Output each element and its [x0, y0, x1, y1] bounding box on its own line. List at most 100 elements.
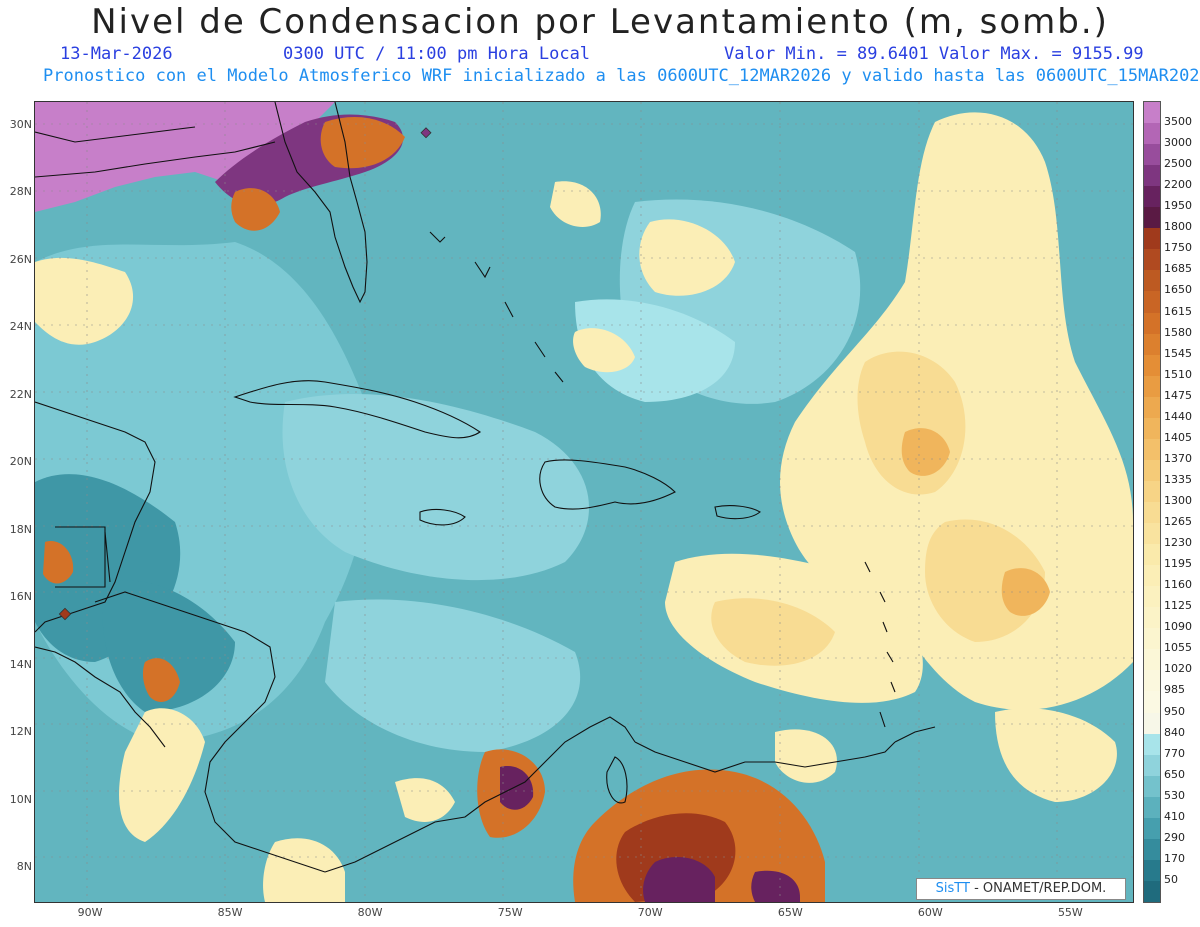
- colorbar-segment: [1144, 628, 1160, 650]
- colorbar-label: 1800: [1164, 220, 1192, 234]
- colorbar-segment: [1144, 291, 1160, 314]
- latitude-label: 30N: [9, 117, 32, 131]
- colorbar-segment: [1144, 796, 1160, 819]
- colorbar-label: 1475: [1164, 388, 1192, 402]
- colorbar-label: 1020: [1164, 662, 1192, 676]
- colorbar-segment: [1144, 880, 1160, 903]
- colorbar-segment: [1144, 186, 1160, 208]
- colorbar-segment: [1144, 312, 1160, 335]
- hot-spot-marker: [420, 127, 432, 139]
- latitude-label: 26N: [9, 252, 32, 266]
- longitude-label: 60W: [917, 906, 943, 919]
- map-title: Nivel de Condensacion por Levantamiento …: [91, 2, 1109, 42]
- colorbar-label: 1580: [1164, 325, 1192, 339]
- colorbar-segment: [1144, 733, 1160, 756]
- credit-text: - ONAMET/REP.DOM.: [974, 881, 1107, 896]
- colorbar-label: 3500: [1164, 115, 1192, 129]
- colorbar-segment: [1144, 502, 1160, 524]
- colorbar-segment: [1144, 354, 1160, 377]
- map-panel[interactable]: [34, 101, 1134, 903]
- subtitle-time: 0300 UTC / 11:00 pm Hora Local: [283, 44, 591, 64]
- colorbar-label: 1230: [1164, 536, 1192, 550]
- colorbar-segment: [1144, 144, 1160, 166]
- colorbar-label: 1615: [1164, 304, 1192, 318]
- colorbar-label: 770: [1164, 746, 1185, 760]
- colorbar-label: 1440: [1164, 409, 1192, 423]
- colorbar-segment: [1144, 417, 1160, 440]
- colorbar-segment: [1144, 102, 1160, 124]
- colorbar-label: 1510: [1164, 367, 1192, 381]
- latitude-label: 14N: [9, 657, 32, 671]
- latitude-label: 28N: [9, 185, 32, 199]
- colorbar-segment: [1144, 228, 1160, 250]
- map-canvas: [35, 102, 1133, 902]
- colorbar-label: 1650: [1164, 283, 1192, 297]
- longitude-label: 90W: [77, 906, 103, 919]
- latitude-label: 12N: [9, 725, 32, 739]
- colorbar-label: 1300: [1164, 494, 1192, 507]
- colorbar-label: 290: [1164, 830, 1185, 844]
- subtitle-date: 13-Mar-2026: [60, 44, 173, 64]
- credit-box: SisTT - ONAMET/REP.DOM.: [916, 878, 1126, 900]
- colorbar-label: 985: [1164, 683, 1185, 697]
- colorbar-label: 1125: [1164, 599, 1192, 613]
- colorbar-segment: [1144, 607, 1160, 629]
- longitude-label: 65W: [777, 906, 803, 919]
- colorbar-label: 50: [1164, 872, 1178, 886]
- colorbar-segment: [1144, 459, 1160, 482]
- colorbar-segment: [1144, 649, 1160, 671]
- colorbar-label: 170: [1164, 851, 1185, 865]
- colorbar-segment: [1144, 565, 1160, 587]
- colorbar-segment: [1144, 438, 1160, 461]
- subtitle-forecast: Pronostico con el Modelo Atmosferico WRF…: [43, 66, 1200, 86]
- colorbar-segment: [1144, 165, 1160, 187]
- coastlines: [35, 102, 936, 873]
- sistt-logo: SisTT: [935, 881, 970, 896]
- colorbar: [1143, 101, 1161, 903]
- latitude-label: 10N: [9, 792, 32, 806]
- colorbar-segment: [1144, 270, 1160, 292]
- latitude-label: 22N: [9, 387, 32, 401]
- colorbar-label: 1090: [1164, 620, 1192, 634]
- colorbar-label: 2200: [1164, 178, 1192, 192]
- colorbar-segment: [1144, 523, 1160, 545]
- longitude-label: 75W: [497, 906, 523, 919]
- grid-lines: [35, 102, 1133, 902]
- colorbar-segment: [1144, 333, 1160, 356]
- latitude-label: 18N: [9, 522, 32, 536]
- latitude-label: 8N: [16, 860, 32, 874]
- subtitle-minmax: Valor Min. = 89.6401 Valor Max. = 9155.9…: [724, 44, 1144, 64]
- colorbar-label: 650: [1164, 767, 1185, 781]
- colorbar-label: 1335: [1164, 472, 1192, 486]
- colorbar-label: 1545: [1164, 346, 1192, 360]
- latitude-label: 16N: [9, 590, 32, 604]
- colorbar-segment: [1144, 817, 1160, 840]
- colorbar-segment: [1144, 544, 1160, 566]
- colorbar-segment: [1144, 375, 1160, 398]
- colorbar-label: 950: [1164, 704, 1185, 718]
- longitude-label: 80W: [357, 906, 383, 919]
- colorbar-segment: [1144, 775, 1160, 798]
- longitude-label: 85W: [217, 906, 243, 919]
- colorbar-label: 1370: [1164, 451, 1192, 465]
- longitude-label: 55W: [1057, 906, 1083, 919]
- colorbar-segment: [1144, 859, 1160, 882]
- colorbar-label: 840: [1164, 725, 1185, 739]
- colorbar-segment: [1144, 670, 1160, 692]
- latitude-label: 24N: [9, 320, 32, 334]
- longitude-label: 70W: [637, 906, 663, 919]
- colorbar-segment: [1144, 396, 1160, 419]
- colorbar-label: 1265: [1164, 515, 1192, 529]
- hot-spot-marker: [58, 607, 72, 621]
- colorbar-label: 3000: [1164, 136, 1192, 150]
- colorbar-segment: [1144, 207, 1160, 229]
- colorbar-label: 1750: [1164, 241, 1192, 255]
- colorbar-label: 1405: [1164, 430, 1192, 444]
- colorbar-segment: [1144, 586, 1160, 608]
- colorbar-label: 530: [1164, 788, 1185, 802]
- colorbar-segment: [1144, 838, 1160, 861]
- colorbar-segment: [1144, 754, 1160, 777]
- colorbar-label: 1685: [1164, 262, 1192, 276]
- colorbar-label: 1160: [1164, 578, 1192, 592]
- field-shading: [35, 102, 1133, 902]
